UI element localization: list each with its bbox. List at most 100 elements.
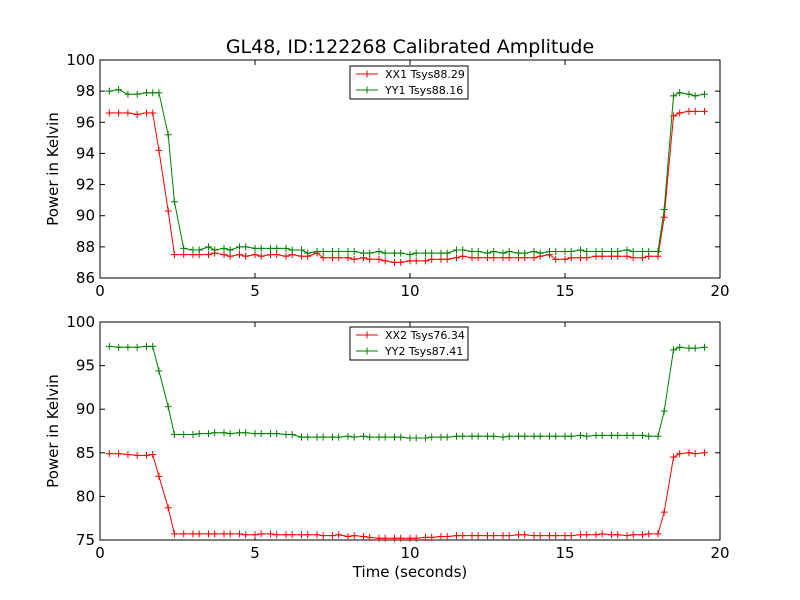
data-point-marker [298, 246, 305, 254]
data-point-marker [236, 429, 243, 437]
data-point-marker [155, 367, 163, 375]
x-axis-label: Time (seconds) [352, 563, 468, 581]
y-tick-label: 80 [76, 487, 95, 505]
data-point-marker [381, 433, 389, 441]
data-point-marker [685, 107, 693, 115]
data-point-marker [670, 112, 677, 120]
data-point-marker [344, 254, 352, 262]
data-point-marker [670, 453, 677, 461]
data-point-marker [335, 531, 343, 539]
data-point-marker [583, 254, 591, 262]
data-point-marker [180, 430, 188, 438]
data-point-marker [515, 432, 522, 440]
data-point-marker [437, 255, 445, 263]
data-point-marker [701, 343, 708, 351]
data-point-marker [639, 531, 646, 539]
data-point-marker [685, 344, 693, 352]
x-tick-label: 10 [400, 544, 419, 562]
data-point-marker [251, 244, 259, 252]
data-point-marker [437, 249, 445, 257]
data-point-marker [282, 252, 290, 260]
data-point-marker [304, 531, 312, 539]
data-point-marker [282, 430, 290, 438]
data-point-marker [443, 249, 451, 257]
data-point-marker [288, 430, 296, 438]
data-point-marker [329, 433, 336, 441]
data-point-marker [304, 433, 312, 441]
data-point-marker [490, 532, 498, 540]
data-point-marker [242, 531, 250, 539]
data-point-marker [205, 251, 212, 259]
data-point-marker [267, 251, 274, 259]
data-point-marker [211, 429, 219, 437]
data-point-marker [654, 432, 662, 440]
data-point-marker [412, 249, 420, 257]
data-point-marker [205, 243, 212, 251]
data-point-marker [608, 248, 615, 256]
data-point-marker [366, 533, 374, 541]
x-tick-label: 5 [250, 544, 260, 562]
data-point-marker [155, 146, 163, 154]
data-point-marker [375, 534, 383, 542]
data-point-marker [453, 246, 460, 254]
data-point-marker [608, 431, 615, 439]
data-point-marker [645, 432, 653, 440]
data-point-marker [676, 89, 684, 97]
data-point-marker [406, 534, 414, 542]
data-point-marker [567, 532, 575, 540]
y-tick-label: 75 [76, 531, 95, 549]
data-point-marker [257, 252, 265, 260]
data-point-marker [397, 249, 405, 257]
data-point-marker [205, 530, 212, 538]
data-point-marker [459, 532, 467, 540]
y-tick-label: 88 [76, 238, 95, 256]
data-point-marker [484, 249, 491, 257]
data-point-marker [577, 254, 584, 262]
y-tick-label: 98 [76, 82, 95, 100]
data-point-marker [561, 255, 569, 263]
data-point-marker [676, 450, 684, 458]
data-point-marker [676, 109, 684, 117]
data-point-marker [453, 254, 460, 262]
data-point-marker [211, 246, 219, 254]
data-point-marker [660, 508, 668, 516]
data-point-marker [124, 90, 132, 98]
data-point-marker [406, 434, 414, 442]
data-point-marker [366, 249, 374, 257]
data-point-marker [105, 87, 113, 95]
data-point-marker [499, 249, 507, 257]
legend-label: XX1 Tsys88.29 [385, 68, 465, 81]
data-point-marker [375, 248, 383, 256]
data-point-marker [639, 254, 646, 262]
data-point-marker [360, 432, 367, 440]
data-point-marker [422, 533, 429, 541]
data-point-marker [149, 342, 157, 350]
data-point-marker [220, 429, 228, 437]
data-point-marker [536, 532, 544, 540]
data-point-marker [505, 432, 513, 440]
data-point-marker [267, 530, 274, 538]
data-point-marker [149, 451, 157, 459]
data-point-marker [267, 430, 274, 438]
data-point-marker [490, 248, 498, 256]
data-point-marker [639, 431, 646, 439]
data-point-marker [226, 246, 234, 254]
legend: XX1 Tsys88.29 YY1 Tsys88.16 [349, 65, 469, 100]
data-point-marker [220, 251, 228, 259]
data-point-marker [366, 255, 374, 263]
data-point-marker [422, 257, 429, 265]
data-point-marker [242, 243, 250, 251]
data-point-marker [598, 431, 606, 439]
data-point-marker [391, 534, 398, 542]
data-point-marker [660, 213, 668, 221]
legend-marker [363, 331, 371, 339]
data-point-marker [366, 433, 374, 441]
data-point-marker [546, 432, 553, 440]
x-tick-label: 0 [95, 282, 105, 300]
data-point-marker [242, 429, 250, 437]
data-point-marker [639, 248, 646, 256]
data-point-marker [273, 531, 281, 539]
data-point-marker [273, 244, 281, 252]
data-point-marker [422, 434, 429, 442]
